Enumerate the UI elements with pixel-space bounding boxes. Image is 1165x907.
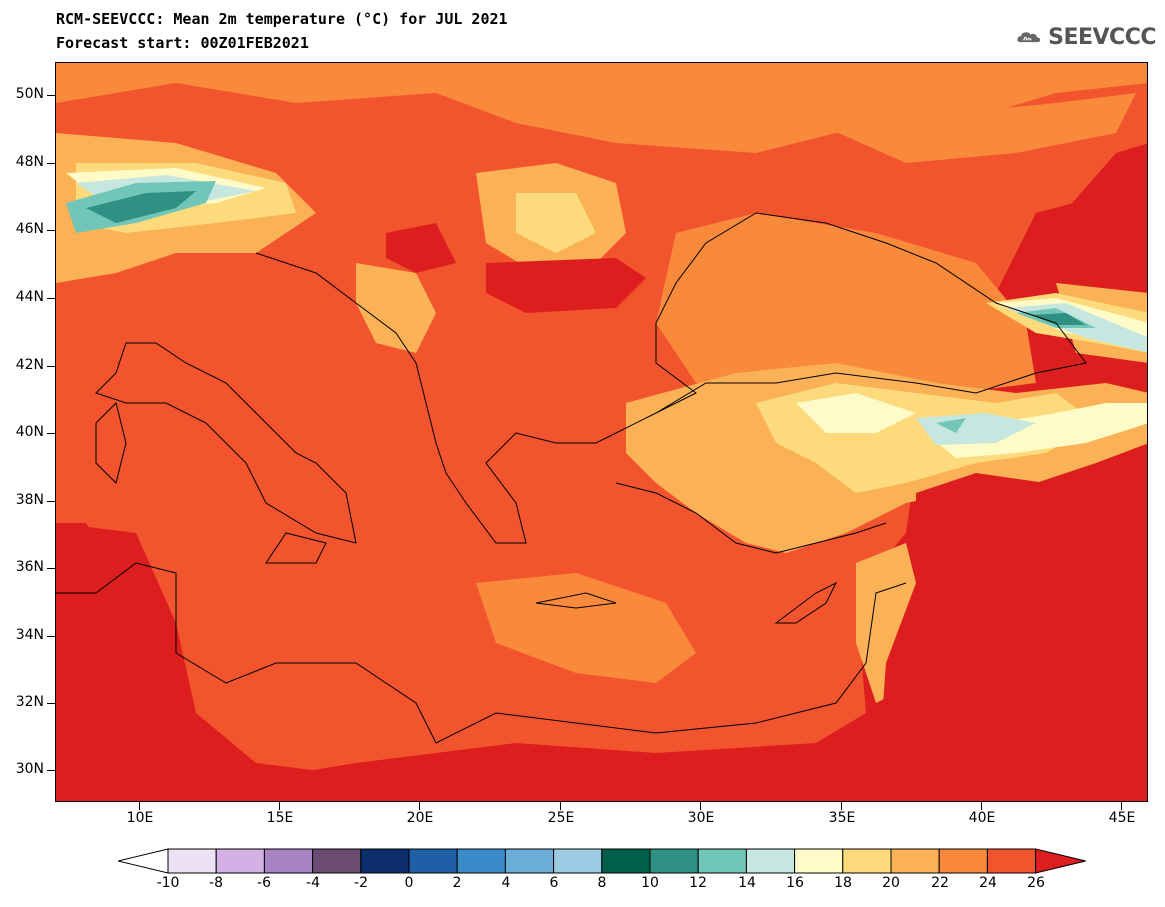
lon-label-45e: 45E	[1108, 810, 1136, 826]
colorbar-bin	[263, 848, 314, 874]
lat-label-34n: 34N	[15, 627, 44, 643]
colorbar-bin	[408, 848, 458, 874]
lat-tick	[47, 230, 55, 232]
colorbar-label: 0	[404, 875, 414, 891]
lat-label-48n: 48N	[15, 154, 44, 170]
lon-label-20e: 20E	[406, 810, 434, 826]
colorbar-bin	[215, 848, 265, 874]
forecast-start-label: Forecast start: 00Z01FEB2021	[56, 34, 309, 52]
colorbar-bin	[697, 848, 747, 874]
lat-label-38n: 38N	[15, 492, 44, 508]
lon-label-15e: 15E	[266, 810, 294, 826]
lat-label-50n: 50N	[15, 86, 44, 102]
lon-tick	[419, 802, 421, 810]
colorbar-bin	[312, 848, 362, 874]
colorbar-label: 4	[501, 875, 511, 891]
lon-label-10e: 10E	[126, 810, 154, 826]
temperature-map	[55, 62, 1148, 802]
colorbar-label: 12	[689, 875, 707, 891]
lon-label-30e: 30E	[687, 810, 715, 826]
lat-label-36n: 36N	[15, 559, 44, 575]
colorbar-label: 8	[597, 875, 607, 891]
colorbar-label: 2	[452, 875, 462, 891]
lat-label-44n: 44N	[15, 289, 44, 305]
colorbar-label: 26	[1027, 875, 1045, 891]
lon-tick	[139, 802, 141, 810]
lat-tick	[47, 433, 55, 435]
colorbar-label: -6	[257, 875, 271, 891]
lon-tick	[700, 802, 702, 810]
colorbar-bin	[649, 848, 699, 874]
lat-tick	[47, 770, 55, 772]
lat-label-42n: 42N	[15, 357, 44, 373]
colorbar-bin	[745, 848, 796, 874]
lon-tick	[981, 802, 983, 810]
colorbar-label: 18	[834, 875, 852, 891]
seevccc-logo: SEEVCCC	[1016, 20, 1156, 54]
lat-tick	[47, 501, 55, 503]
colorbar-triangle-low	[118, 848, 169, 874]
colorbar-bin	[986, 848, 1037, 874]
colorbar-bin	[504, 848, 555, 874]
lat-tick	[47, 568, 55, 570]
colorbar-bin	[456, 848, 506, 874]
colorbar	[118, 848, 1086, 874]
lat-label-30n: 30N	[15, 761, 44, 777]
lat-tick	[47, 95, 55, 97]
lat-tick	[47, 366, 55, 368]
lon-label-35e: 35E	[828, 810, 856, 826]
lon-label-40e: 40E	[968, 810, 996, 826]
lon-tick	[560, 802, 562, 810]
colorbar-bin	[890, 848, 940, 874]
lat-tick	[47, 636, 55, 638]
lat-label-32n: 32N	[15, 694, 44, 710]
colorbar-label: 6	[549, 875, 559, 891]
logo-text: SEEVCCC	[1048, 24, 1156, 50]
colorbar-label: -4	[306, 875, 320, 891]
cloud-icon	[1017, 32, 1041, 43]
colorbar-label: 20	[882, 875, 900, 891]
colorbar-triangle-high	[1035, 848, 1086, 874]
colorbar-label: -10	[156, 875, 180, 891]
lat-label-46n: 46N	[15, 221, 44, 237]
colorbar-label: 16	[786, 875, 804, 891]
lon-tick	[279, 802, 281, 810]
lon-tick	[841, 802, 843, 810]
colorbar-bin	[167, 848, 217, 874]
colorbar-bin	[842, 848, 892, 874]
colorbar-label: -2	[354, 875, 368, 891]
lon-label-25e: 25E	[547, 810, 575, 826]
lat-tick	[47, 298, 55, 300]
colorbar-bin	[360, 848, 410, 874]
colorbar-label: 24	[979, 875, 997, 891]
colorbar-bin	[553, 848, 603, 874]
map-title: RCM-SEEVCCC: Mean 2m temperature (°C) fo…	[56, 10, 508, 28]
colorbar-label: 10	[641, 875, 659, 891]
colorbar-label: 14	[738, 875, 756, 891]
lat-tick	[47, 163, 55, 165]
lat-tick	[47, 703, 55, 705]
colorbar-label: 22	[931, 875, 949, 891]
colorbar-bin	[794, 848, 844, 874]
colorbar-label: -8	[209, 875, 223, 891]
colorbar-bin	[601, 848, 651, 874]
colorbar-bin	[938, 848, 988, 874]
lon-tick	[1121, 802, 1123, 810]
lat-label-40n: 40N	[15, 424, 44, 440]
